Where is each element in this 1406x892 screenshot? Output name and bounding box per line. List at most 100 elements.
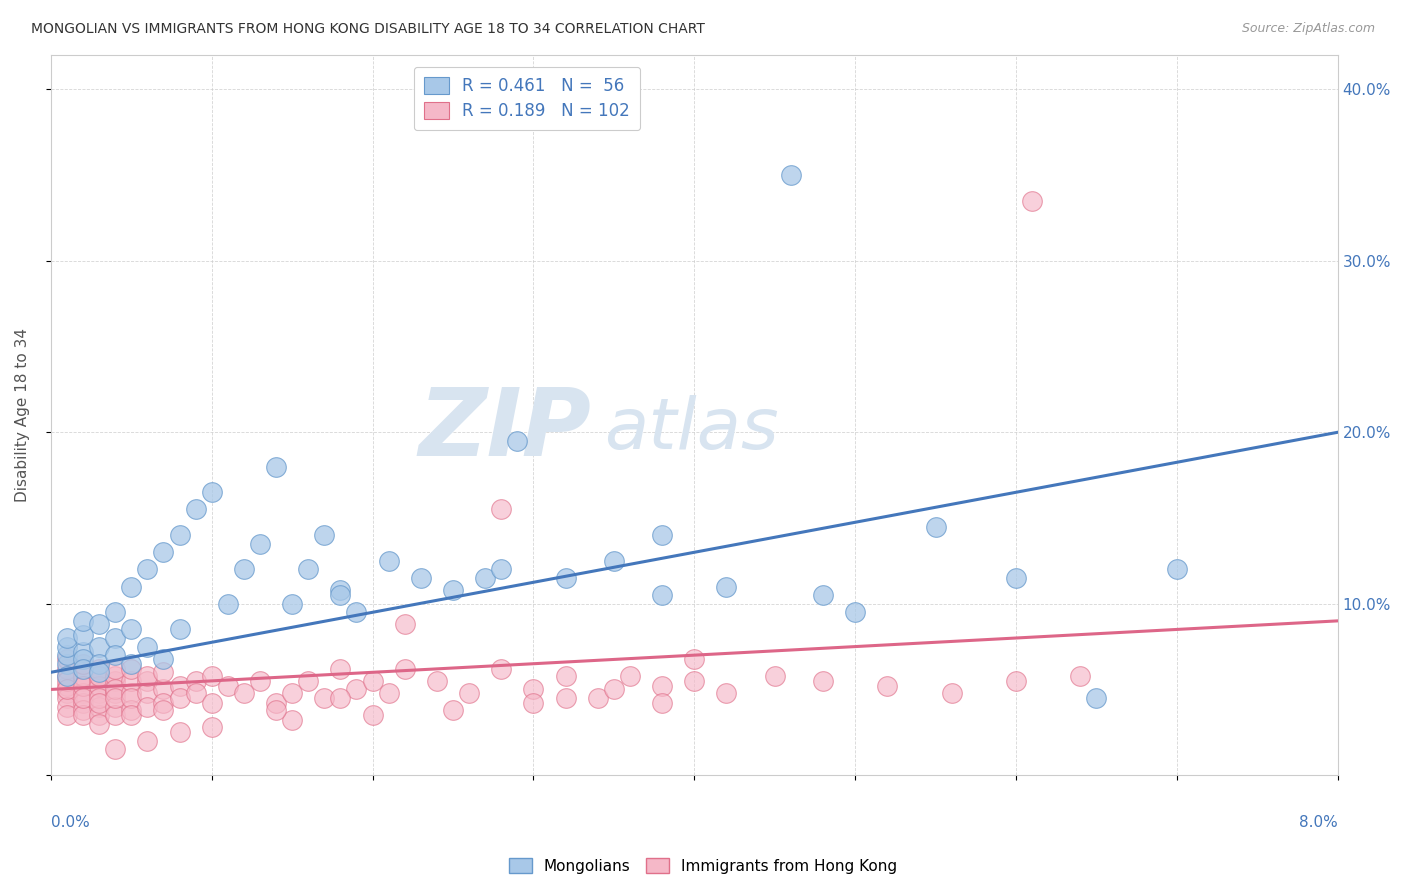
- Point: [87, 679, 110, 693]
- Point: [651, 588, 673, 602]
- Point: [329, 588, 352, 602]
- Point: [281, 597, 304, 611]
- Point: [683, 673, 706, 688]
- Point: [56, 679, 79, 693]
- Point: [87, 657, 110, 671]
- Point: [72, 696, 94, 710]
- Point: [87, 716, 110, 731]
- Point: [104, 605, 127, 619]
- Point: [1005, 673, 1028, 688]
- Point: [136, 673, 159, 688]
- Point: [56, 640, 79, 654]
- Point: [120, 662, 142, 676]
- Point: [619, 669, 641, 683]
- Point: [104, 699, 127, 714]
- Point: [120, 623, 142, 637]
- Point: [87, 696, 110, 710]
- Point: [56, 708, 79, 723]
- Point: [120, 686, 142, 700]
- Point: [152, 651, 174, 665]
- Point: [249, 537, 271, 551]
- Point: [264, 459, 287, 474]
- Point: [522, 696, 544, 710]
- Point: [87, 699, 110, 714]
- Point: [297, 562, 319, 576]
- Point: [1021, 194, 1043, 208]
- Point: [763, 669, 786, 683]
- Point: [72, 703, 94, 717]
- Point: [152, 696, 174, 710]
- Point: [1069, 669, 1091, 683]
- Point: [394, 617, 416, 632]
- Point: [56, 631, 79, 645]
- Point: [441, 703, 464, 717]
- Point: [1005, 571, 1028, 585]
- Point: [201, 720, 224, 734]
- Point: [458, 686, 481, 700]
- Point: [87, 691, 110, 706]
- Point: [346, 682, 368, 697]
- Point: [87, 673, 110, 688]
- Point: [56, 682, 79, 697]
- Point: [72, 686, 94, 700]
- Point: [72, 691, 94, 706]
- Point: [169, 623, 191, 637]
- Point: [297, 673, 319, 688]
- Point: [603, 554, 626, 568]
- Point: [56, 673, 79, 688]
- Point: [651, 696, 673, 710]
- Point: [56, 648, 79, 662]
- Point: [152, 545, 174, 559]
- Point: [474, 571, 496, 585]
- Point: [554, 571, 576, 585]
- Point: [104, 631, 127, 645]
- Point: [554, 691, 576, 706]
- Point: [779, 168, 801, 182]
- Point: [264, 696, 287, 710]
- Point: [56, 662, 79, 676]
- Point: [169, 691, 191, 706]
- Point: [72, 673, 94, 688]
- Point: [441, 582, 464, 597]
- Point: [104, 648, 127, 662]
- Point: [651, 528, 673, 542]
- Point: [87, 708, 110, 723]
- Point: [56, 686, 79, 700]
- Point: [811, 588, 834, 602]
- Text: ZIP: ZIP: [419, 384, 592, 475]
- Point: [72, 679, 94, 693]
- Point: [346, 605, 368, 619]
- Y-axis label: Disability Age 18 to 34: Disability Age 18 to 34: [15, 328, 30, 502]
- Point: [104, 742, 127, 756]
- Point: [201, 485, 224, 500]
- Point: [201, 669, 224, 683]
- Point: [232, 562, 254, 576]
- Point: [683, 651, 706, 665]
- Point: [281, 686, 304, 700]
- Point: [56, 657, 79, 671]
- Point: [716, 686, 738, 700]
- Point: [844, 605, 866, 619]
- Point: [377, 554, 399, 568]
- Point: [409, 571, 432, 585]
- Point: [104, 669, 127, 683]
- Point: [136, 640, 159, 654]
- Point: [72, 662, 94, 676]
- Point: [104, 662, 127, 676]
- Point: [136, 686, 159, 700]
- Point: [329, 582, 352, 597]
- Point: [169, 528, 191, 542]
- Point: [120, 703, 142, 717]
- Point: [56, 669, 79, 683]
- Point: [136, 699, 159, 714]
- Point: [314, 691, 336, 706]
- Point: [136, 562, 159, 576]
- Point: [120, 657, 142, 671]
- Point: [169, 679, 191, 693]
- Point: [184, 673, 207, 688]
- Legend: R = 0.461   N =  56, R = 0.189   N = 102: R = 0.461 N = 56, R = 0.189 N = 102: [413, 67, 640, 130]
- Point: [104, 708, 127, 723]
- Point: [87, 669, 110, 683]
- Point: [152, 682, 174, 697]
- Point: [489, 562, 512, 576]
